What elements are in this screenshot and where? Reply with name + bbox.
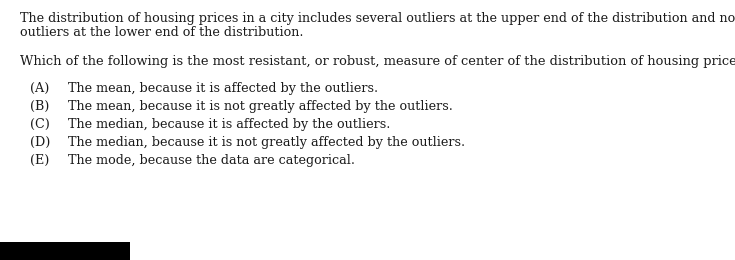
Text: The mean, because it is affected by the outliers.: The mean, because it is affected by the … [68, 82, 378, 95]
Text: (E): (E) [30, 154, 49, 167]
Text: The median, because it is not greatly affected by the outliers.: The median, because it is not greatly af… [68, 136, 465, 149]
Text: (C): (C) [30, 118, 50, 131]
Text: The distribution of housing prices in a city includes several outliers at the up: The distribution of housing prices in a … [20, 12, 735, 25]
Text: The mode, because the data are categorical.: The mode, because the data are categoric… [68, 154, 355, 167]
Text: (D): (D) [30, 136, 51, 149]
Text: (A): (A) [30, 82, 49, 95]
Text: The median, because it is affected by the outliers.: The median, because it is affected by th… [68, 118, 390, 131]
Text: outliers at the lower end of the distribution.: outliers at the lower end of the distrib… [20, 26, 304, 39]
Text: The mean, because it is not greatly affected by the outliers.: The mean, because it is not greatly affe… [68, 100, 453, 113]
Text: (B): (B) [30, 100, 49, 113]
Text: Which of the following is the most resistant, or robust, measure of center of th: Which of the following is the most resis… [20, 55, 735, 68]
Bar [0, 242, 130, 260]
